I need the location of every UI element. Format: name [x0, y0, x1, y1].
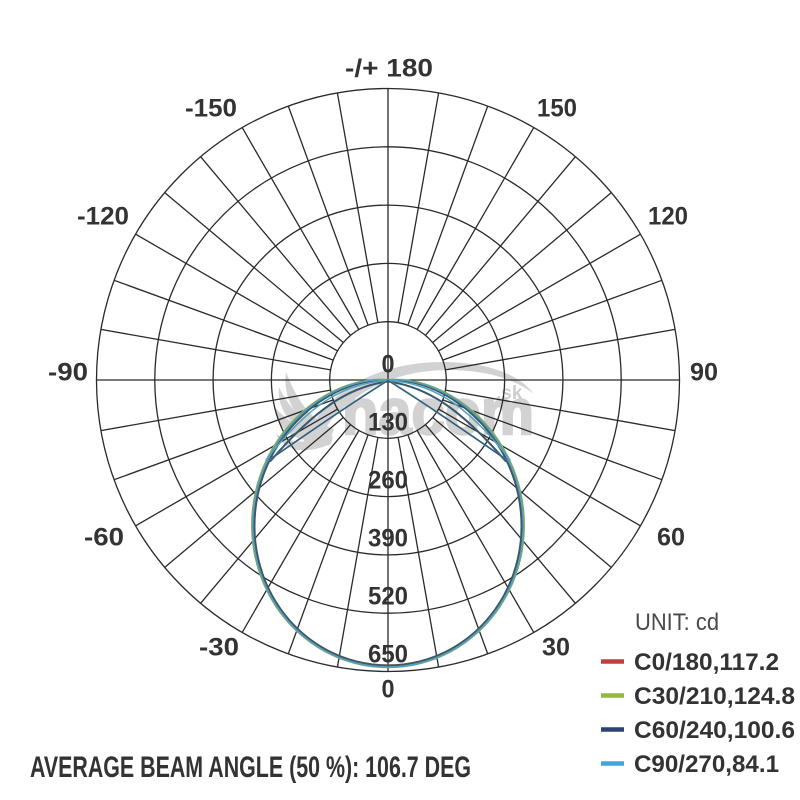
- svg-text:60: 60: [657, 524, 685, 552]
- svg-text:-150: -150: [185, 95, 237, 123]
- svg-text:520: 520: [368, 583, 408, 611]
- svg-text:AVERAGE BEAM ANGLE (50 %): 106: AVERAGE BEAM ANGLE (50 %): 106.7 DEG: [30, 751, 471, 784]
- svg-text:0: 0: [382, 676, 395, 704]
- svg-text:390: 390: [368, 525, 408, 553]
- svg-text:C0/180,117.2: C0/180,117.2: [634, 649, 779, 676]
- svg-text:130: 130: [368, 409, 408, 437]
- svg-text:C30/210,124.8: C30/210,124.8: [634, 683, 795, 710]
- svg-text:C90/270,84.1: C90/270,84.1: [634, 751, 779, 778]
- svg-text:30: 30: [542, 634, 570, 662]
- svg-text:-120: -120: [77, 203, 129, 231]
- svg-text:UNIT: cd: UNIT: cd: [635, 609, 719, 636]
- svg-text:C60/240,100.6: C60/240,100.6: [634, 717, 795, 744]
- svg-text:120: 120: [648, 203, 688, 231]
- svg-text:-90: -90: [48, 359, 88, 387]
- svg-text:150: 150: [537, 95, 577, 123]
- svg-text:-/+ 180: -/+ 180: [345, 55, 433, 83]
- svg-text:650: 650: [368, 641, 408, 669]
- svg-text:260: 260: [368, 467, 408, 495]
- svg-text:0: 0: [382, 351, 395, 379]
- svg-text:-60: -60: [84, 524, 124, 552]
- svg-text:-30: -30: [199, 634, 239, 662]
- svg-text:90: 90: [690, 359, 718, 387]
